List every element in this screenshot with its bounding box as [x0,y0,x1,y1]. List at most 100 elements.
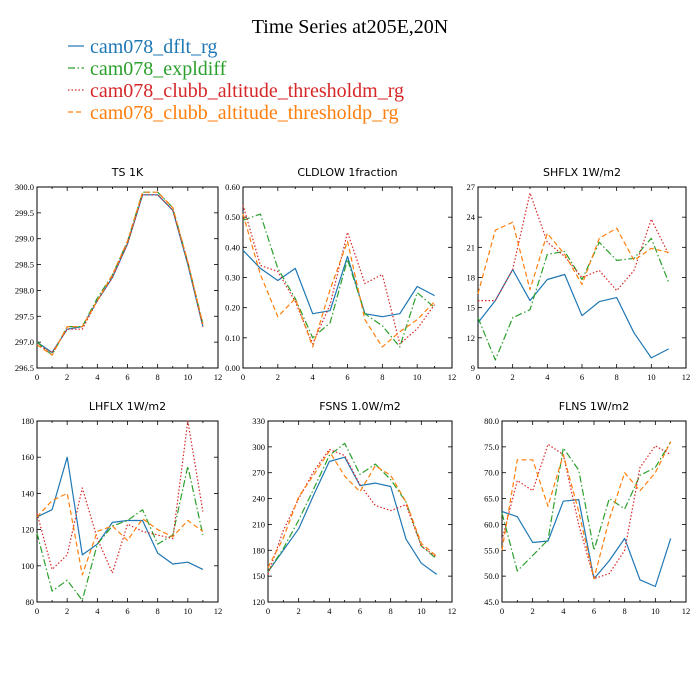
y-tick-label: 330 [252,416,265,426]
x-tick-label: 4 [95,372,100,382]
y-tick-label: 21 [467,242,476,252]
series-line [267,456,438,575]
x-tick-label: 2 [65,606,69,616]
series-line [36,191,204,356]
y-tick-label: 80.0 [484,416,499,426]
y-tick-label: 45.0 [484,597,499,607]
x-tick-label: 6 [125,372,129,382]
x-tick-label: 10 [651,606,660,616]
x-tick-label: 4 [327,606,332,616]
x-tick-label: 12 [448,606,457,616]
figure-title: Time Series at205E,20N [252,16,448,38]
y-tick-label: 55.0 [484,545,499,555]
chart-panel: FLNS 1W/m245.050.055.060.065.070.075.080… [484,400,690,616]
x-tick-label: 6 [345,372,349,382]
series-line [242,204,436,345]
y-tick-label: 210 [252,519,265,529]
legend-label: cam078_expldiff [90,58,227,80]
y-tick-label: 70.0 [484,468,499,478]
x-tick-label: 12 [448,372,457,382]
x-tick-label: 2 [297,606,301,616]
y-tick-label: 180 [21,416,34,426]
x-tick-label: 2 [65,372,69,382]
y-tick-label: 65.0 [484,494,499,504]
chart-panels: TS 1K 296.5 297.0 297.5 298.0 298.5 299.0 299.5… [15,166,690,616]
plot-frame [477,186,687,369]
chart-panel: TS 1K 296.5 297.0 297.5 298.0 298.5 299.0 299.5… [15,166,222,382]
x-tick-label: 4 [545,372,550,382]
y-tick-label: 80 [26,597,35,607]
y-tick-label: 120 [252,597,265,607]
legend-entry: cam078_dflt_rg [68,36,217,58]
series-line [477,237,670,361]
y-tick-label: 0.20 [225,303,240,313]
x-tick-label: 6 [592,606,596,616]
series-line [36,420,204,574]
y-tick-label: 100 [21,561,34,571]
series-line [36,456,204,570]
x-tick-label: 10 [413,372,422,382]
y-tick-label: 299.0 [15,234,34,244]
series-line [242,249,435,318]
legend: cam078_dflt_rg cam078_expldiff cam078_cl… [68,36,404,124]
series-line [501,499,672,588]
y-tick-label: 298.0 [15,285,34,295]
panel-title: LHFLX 1W/m2 [89,400,166,413]
x-tick-label: 8 [389,606,393,616]
plot-frame [36,420,219,603]
series-line [267,448,438,575]
y-tick-label: 24 [467,212,476,222]
panel-title: FLNS 1W/m2 [559,400,629,413]
y-tick-label: 0.60 [225,182,240,192]
x-tick-label: 6 [580,372,584,382]
y-tick-label: 270 [252,468,265,478]
legend-entry: cam078_expldiff [68,58,227,80]
series-line [242,213,435,348]
y-tick-label: 180 [252,545,265,555]
y-tick-label: 150 [252,571,265,581]
y-tick-label: 0.00 [225,363,240,373]
series-line [267,442,438,573]
y-tick-label: 300.0 [15,182,34,192]
y-tick-label: 140 [21,488,34,498]
y-tick-label: 0.40 [225,242,240,252]
x-tick-label: 6 [358,606,362,616]
series-line [477,268,669,359]
x-tick-label: 10 [184,606,193,616]
y-tick-label: 18 [467,273,476,283]
legend-label: cam078_dflt_rg [90,36,217,58]
x-tick-label: 8 [156,606,160,616]
x-tick-label: 0 [241,372,245,382]
y-tick-label: 160 [21,452,34,462]
y-tick-label: 298.5 [15,260,34,270]
x-tick-label: 0 [476,372,480,382]
x-tick-label: 2 [531,606,535,616]
series-line [478,192,670,302]
x-tick-label: 2 [511,372,515,382]
series-line [36,191,204,356]
panel-title: SHFLX 1W/m2 [543,166,621,179]
y-tick-label: 120 [21,525,34,535]
y-tick-label: 297.0 [15,337,34,347]
x-tick-label: 10 [184,372,193,382]
series-line [36,194,204,354]
series-line [36,465,204,601]
series-line [267,450,438,568]
x-tick-label: 4 [95,606,100,616]
chart-panel: CLDLOW 1fraction 0.00 0.10 0.20 0.30 0.40 0.50… [225,166,456,382]
y-tick-label: 75.0 [484,442,499,452]
x-tick-label: 4 [311,372,316,382]
x-tick-label: 12 [682,372,691,382]
x-tick-label: 0 [35,606,39,616]
panel-title: FSNS 1.0W/m2 [319,400,401,413]
series-line [242,213,436,348]
x-tick-label: 12 [214,372,223,382]
y-tick-label: 0.30 [225,273,240,283]
chart-panel: LHFLX 1W/m2 80 100 120 140 160 180 0 2 4 6 8 10 12 [21,400,222,616]
legend-label: cam078_clubb_altitude_thresholdp_rg [90,102,398,124]
x-tick-label: 8 [156,372,160,382]
series-line [36,194,204,354]
series-line [477,221,669,294]
chart-panel: FSNS 1.0W/m2 120 150 180 210 240 270 300 330 0 2 4 6… [252,400,456,616]
